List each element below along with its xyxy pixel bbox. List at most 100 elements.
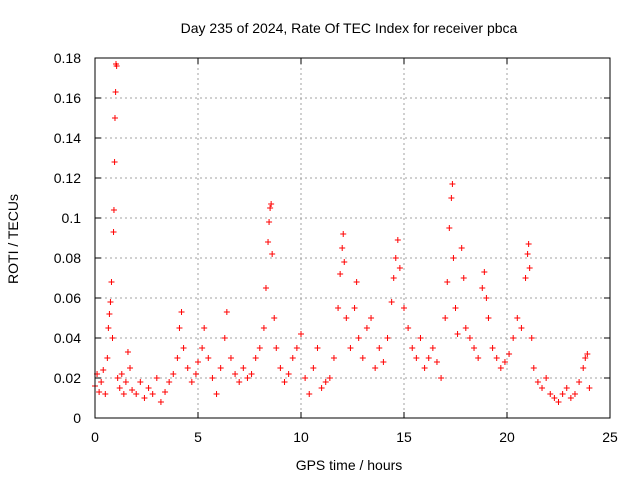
data-point: [145, 385, 152, 391]
data-point: [106, 311, 113, 317]
data-point: [107, 299, 114, 305]
data-point: [265, 239, 272, 245]
chart-title: Day 235 of 2024, Rate Of TEC Index for r…: [181, 20, 518, 36]
data-point: [543, 375, 550, 381]
data-point: [310, 365, 317, 371]
x-tick-label: 15: [396, 429, 412, 445]
data-point: [195, 359, 201, 365]
data-point: [127, 365, 134, 371]
data-point: [586, 385, 593, 391]
data-point: [429, 345, 436, 351]
data-point: [298, 331, 304, 337]
data-point: [306, 391, 313, 397]
data-point: [184, 365, 191, 371]
data-point: [479, 285, 486, 291]
data-point: [524, 251, 531, 257]
data-point: [248, 371, 255, 377]
data-point: [109, 335, 116, 341]
data-point: [209, 375, 216, 381]
y-tick-label: 0.02: [54, 370, 81, 386]
data-point: [180, 345, 187, 351]
data-point: [201, 325, 208, 331]
data-point: [522, 275, 529, 281]
data-point: [497, 365, 504, 371]
y-tick-label: 0: [73, 410, 81, 426]
data-point: [567, 395, 574, 401]
data-point: [322, 379, 329, 385]
data-point: [444, 279, 451, 285]
data-point: [111, 115, 118, 121]
x-tick-label: 20: [499, 429, 515, 445]
data-point: [268, 201, 275, 207]
plot-frame: [94, 57, 611, 419]
data-point: [118, 371, 125, 377]
data-point: [448, 195, 455, 201]
data-point: [425, 355, 432, 361]
data-point: [153, 375, 160, 381]
data-point: [580, 365, 587, 371]
y-axis-ticks: 0 0.02 0.04 0.06 0.08 0.1 0.12 0.14 0.16 0.18: [54, 50, 610, 426]
data-point: [485, 315, 492, 321]
data-point: [111, 159, 118, 165]
data-point: [539, 385, 546, 391]
data-point: [267, 205, 274, 211]
data-point: [223, 309, 230, 315]
data-point: [363, 325, 370, 331]
data-point: [240, 365, 247, 371]
data-point: [192, 371, 199, 377]
data-point: [555, 399, 562, 405]
data-point: [493, 355, 500, 361]
data-point: [157, 399, 164, 405]
data-point: [141, 395, 148, 401]
data-point: [347, 345, 354, 351]
data-point: [454, 331, 461, 337]
data-point: [390, 275, 397, 281]
data-point: [392, 255, 399, 261]
data-point: [330, 355, 337, 361]
data-point: [584, 351, 591, 357]
y-tick-label: 0.08: [54, 250, 81, 266]
y-tick-label: 0.04: [54, 330, 81, 346]
y-tick-label: 0.18: [54, 50, 81, 66]
data-point: [372, 365, 379, 371]
data-point: [266, 219, 273, 225]
data-point: [380, 359, 387, 365]
grid-lines: [95, 58, 610, 418]
data-point: [289, 355, 296, 361]
data-point: [576, 379, 583, 385]
data-point: [343, 315, 350, 321]
data-point: [559, 391, 566, 397]
data-point: [483, 295, 490, 301]
data-point: [174, 355, 181, 361]
data-point: [481, 269, 488, 275]
data-point: [563, 385, 570, 391]
data-point: [293, 345, 300, 351]
data-point: [446, 225, 453, 231]
data-point: [227, 355, 234, 361]
data-point: [260, 325, 267, 331]
data-point: [489, 345, 496, 351]
data-point: [221, 335, 228, 341]
data-point: [450, 255, 457, 261]
data-point: [526, 265, 533, 271]
data-point: [466, 335, 473, 341]
data-point: [166, 379, 173, 385]
data-point: [232, 371, 239, 377]
y-tick-label: 0.14: [54, 130, 81, 146]
data-point: [170, 371, 177, 377]
data-point: [178, 309, 185, 315]
data-point: [339, 245, 346, 251]
data-point: [530, 365, 537, 371]
data-point: [449, 181, 456, 187]
data-point: [388, 299, 395, 305]
y-tick-label: 0.06: [54, 290, 81, 306]
data-point: [314, 345, 321, 351]
data-point: [100, 367, 107, 373]
data-point: [114, 375, 121, 381]
data-point: [244, 375, 251, 381]
data-point: [534, 379, 541, 385]
data-point: [405, 325, 412, 331]
data-point: [462, 325, 469, 331]
data-point: [506, 351, 513, 357]
